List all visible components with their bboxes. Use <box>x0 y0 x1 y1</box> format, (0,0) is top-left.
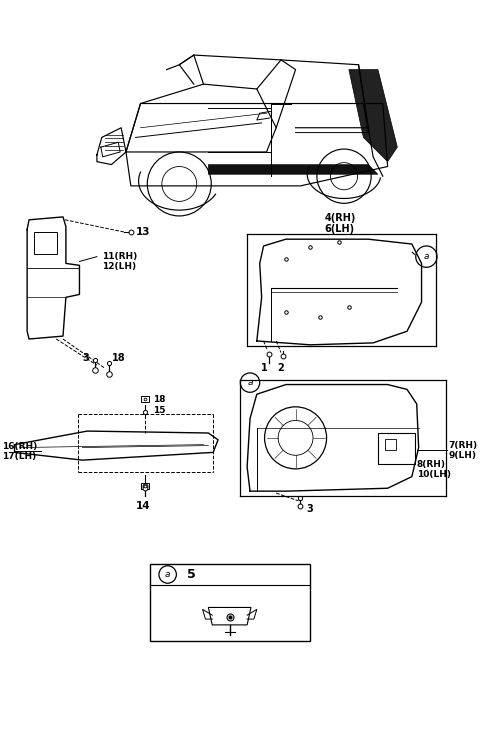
Text: 13: 13 <box>136 227 150 237</box>
Text: 18: 18 <box>112 353 126 363</box>
Text: 15: 15 <box>153 406 166 415</box>
Text: 9(LH): 9(LH) <box>449 451 477 460</box>
Polygon shape <box>349 70 397 162</box>
Bar <box>142 396 149 402</box>
Text: 11(RH): 11(RH) <box>102 252 137 261</box>
Text: 5: 5 <box>187 568 196 581</box>
Bar <box>385 439 396 451</box>
Text: 3: 3 <box>83 353 89 363</box>
Polygon shape <box>208 165 378 174</box>
Text: 3: 3 <box>306 504 313 514</box>
Text: a: a <box>424 252 429 261</box>
Bar <box>34 233 57 253</box>
Text: 14: 14 <box>136 501 151 511</box>
Text: 2: 2 <box>277 363 285 373</box>
Text: 10(LH): 10(LH) <box>417 471 451 479</box>
Text: 1: 1 <box>261 363 268 373</box>
Text: 17(LH): 17(LH) <box>2 452 36 461</box>
Bar <box>378 433 415 464</box>
Text: a: a <box>247 378 253 387</box>
Text: 16(RH): 16(RH) <box>2 442 37 451</box>
Bar <box>150 564 310 642</box>
Text: 12(LH): 12(LH) <box>102 262 136 270</box>
Text: 18: 18 <box>153 395 166 404</box>
Text: 6(LH): 6(LH) <box>324 224 355 233</box>
Text: 4(RH): 4(RH) <box>324 213 356 223</box>
Text: 8(RH): 8(RH) <box>417 460 446 470</box>
Bar <box>142 483 149 489</box>
Text: 7(RH): 7(RH) <box>449 441 478 450</box>
Text: a: a <box>165 570 170 579</box>
